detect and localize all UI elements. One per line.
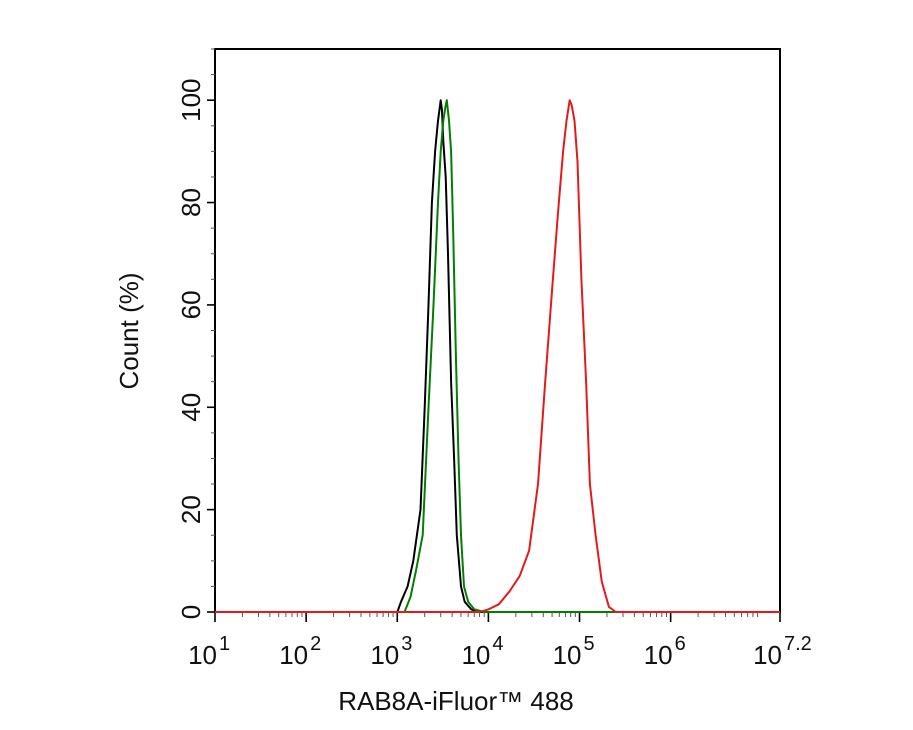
x-tick-base: 10 [370, 640, 399, 670]
x-tick-label: 10 [461, 640, 490, 670]
x-tick-base: 10 [188, 640, 217, 670]
x-tick-label: 10 [370, 640, 399, 670]
series-layer [215, 99, 780, 613]
plot-frame [214, 48, 781, 613]
series-1-line [215, 99, 780, 613]
x-axis-title: RAB8A-iFluor™ 488 [338, 686, 574, 716]
x-tick-base: 10 [644, 640, 673, 670]
x-tick-label: 10 [188, 640, 217, 670]
y-axis-title: Count (%) [114, 272, 144, 389]
x-tick-base: 10 [753, 640, 782, 670]
x-tick-exponent: 4 [492, 633, 503, 655]
x-tick-label: 10 [644, 640, 673, 670]
x-tick-exponent: 6 [675, 633, 686, 655]
x-tick-label: 10 [553, 640, 582, 670]
y-tick-label: 60 [176, 290, 206, 319]
y-tick-label: 40 [176, 393, 206, 422]
x-axis-ticks: 10 1 10 2 10 3 10 4 10 5 10 6 10 7.2 [188, 612, 812, 670]
y-tick-label: 100 [176, 78, 206, 121]
x-tick-label: 10 [279, 640, 308, 670]
x-tick-exponent: 3 [401, 633, 412, 655]
series-2-line [215, 99, 780, 613]
x-tick-exponent: 7.2 [784, 633, 812, 655]
x-tick-label: 10 [753, 640, 782, 670]
x-tick-exponent: 2 [310, 633, 321, 655]
x-tick-exponent: 5 [584, 633, 595, 655]
x-tick-base: 10 [461, 640, 490, 670]
y-minor-ticks [211, 48, 215, 587]
y-tick-label: 20 [176, 495, 206, 524]
x-tick-base: 10 [279, 640, 308, 670]
y-axis-ticks: 0 20 40 60 80 100 [176, 78, 215, 619]
x-tick-base: 10 [553, 640, 582, 670]
y-tick-label: 0 [176, 605, 206, 619]
y-tick-label: 80 [176, 188, 206, 217]
x-tick-exponent: 1 [219, 633, 230, 655]
series-3-line [215, 99, 780, 613]
